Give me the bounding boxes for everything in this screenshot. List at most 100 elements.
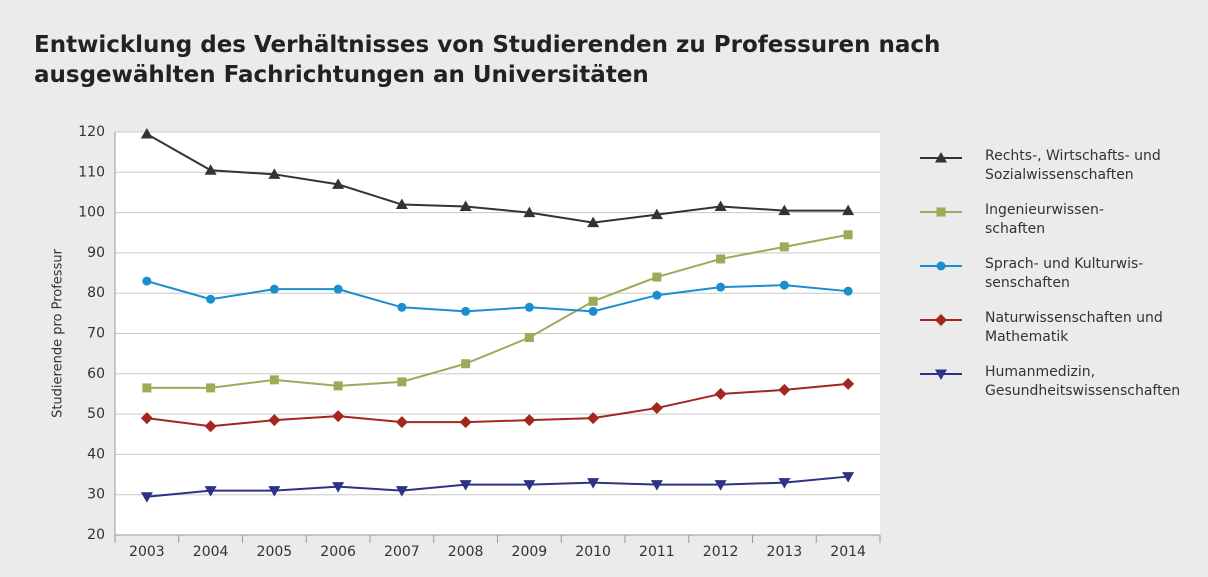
- data-point: [269, 284, 279, 294]
- data-point: [842, 472, 855, 483]
- data-point: [140, 412, 153, 425]
- legend-label: Humanmedizin, Gesundheitswissenschaften: [985, 364, 1181, 399]
- data-point: [588, 306, 598, 316]
- data-point: [716, 254, 726, 264]
- data-point: [778, 478, 791, 489]
- data-point: [523, 480, 536, 491]
- x-tick-label: 2005: [257, 544, 293, 560]
- data-point: [461, 359, 471, 369]
- data-point: [650, 402, 663, 415]
- data-point: [397, 302, 407, 312]
- x-tick-label: 2014: [830, 544, 866, 560]
- data-point: [459, 480, 472, 491]
- data-point: [204, 164, 217, 175]
- data-point: [206, 294, 216, 304]
- y-tick-label: 60: [87, 366, 105, 382]
- data-point: [523, 414, 536, 427]
- data-point: [842, 377, 855, 390]
- y-tick-label: 110: [78, 164, 105, 180]
- data-point: [332, 178, 345, 189]
- data-point: [587, 412, 600, 425]
- data-point: [524, 302, 534, 312]
- data-point: [395, 486, 408, 497]
- x-tick-label: 2011: [639, 544, 675, 560]
- data-point: [142, 276, 152, 286]
- data-point: [588, 296, 598, 306]
- series-line: [146, 382, 849, 428]
- x-tick-label: 2006: [320, 544, 356, 560]
- data-point: [459, 416, 472, 429]
- data-point: [332, 410, 345, 423]
- legend-label: Rechts-, Wirtschafts- und Sozialwissensc…: [985, 148, 1161, 183]
- data-point: [842, 204, 855, 216]
- legend-label: Ingenieurwissen- schaften: [985, 202, 1104, 237]
- x-tick-label: 2007: [384, 544, 420, 560]
- x-tick-label: 2010: [575, 544, 611, 560]
- data-point: [714, 387, 727, 400]
- data-point: [652, 290, 662, 300]
- y-tick-label: 100: [78, 205, 105, 221]
- chart-title: Entwicklung des Verhältnisses von Studie…: [34, 32, 941, 88]
- data-point: [395, 198, 408, 210]
- data-point: [650, 480, 663, 491]
- y-tick-label: 40: [87, 446, 105, 462]
- series-line: [146, 233, 849, 389]
- data-point: [459, 200, 472, 212]
- data-point: [714, 480, 727, 491]
- series-line: [146, 475, 849, 498]
- data-point: [650, 208, 663, 220]
- data-point: [652, 272, 662, 282]
- y-tick-label: 70: [87, 326, 105, 342]
- data-point: [268, 168, 281, 179]
- data-point: [778, 204, 791, 216]
- data-point: [206, 383, 216, 393]
- x-tick-label: 2009: [512, 544, 548, 560]
- data-point: [140, 128, 153, 139]
- data-point: [333, 381, 343, 391]
- data-point: [714, 200, 727, 212]
- y-tick-label: 30: [87, 487, 105, 503]
- legend-label: Naturwissenschaften und Mathematik: [985, 310, 1163, 345]
- x-tick-label: 2004: [193, 544, 229, 560]
- series-line: [146, 280, 849, 313]
- data-point: [332, 482, 345, 493]
- y-tick-label: 120: [78, 124, 105, 140]
- x-tick-label: 2013: [767, 544, 803, 560]
- data-point: [779, 280, 789, 290]
- data-point: [269, 375, 279, 385]
- data-point: [268, 486, 281, 497]
- y-tick-label: 90: [87, 245, 105, 261]
- x-tick-label: 2008: [448, 544, 484, 560]
- data-point: [587, 478, 600, 489]
- legend-label: Sprach- und Kulturwis- senschaften: [985, 256, 1144, 291]
- y-tick-label: 80: [87, 285, 105, 301]
- data-point: [587, 216, 600, 228]
- x-tick-label: 2003: [129, 544, 165, 560]
- y-tick-label: 20: [87, 527, 105, 543]
- data-point: [843, 230, 853, 240]
- data-point: [716, 282, 726, 292]
- data-point: [395, 416, 408, 429]
- data-point: [843, 286, 853, 296]
- data-point: [140, 492, 153, 503]
- data-point: [936, 261, 946, 271]
- data-point: [523, 206, 536, 218]
- series-line: [146, 133, 849, 224]
- data-point: [204, 486, 217, 497]
- data-point: [778, 383, 791, 396]
- data-point: [397, 377, 407, 387]
- data-point: [524, 333, 534, 343]
- data-point: [142, 383, 152, 393]
- data-point: [936, 207, 946, 217]
- data-point: [204, 420, 217, 433]
- data-point: [461, 306, 471, 316]
- data-point: [935, 369, 947, 380]
- x-tick-label: 2012: [703, 544, 739, 560]
- data-point: [935, 314, 947, 326]
- data-point: [779, 242, 789, 252]
- data-point: [333, 284, 343, 294]
- y-tick-label: 50: [87, 406, 105, 422]
- y-axis-label: Studierende pro Professur: [51, 248, 66, 418]
